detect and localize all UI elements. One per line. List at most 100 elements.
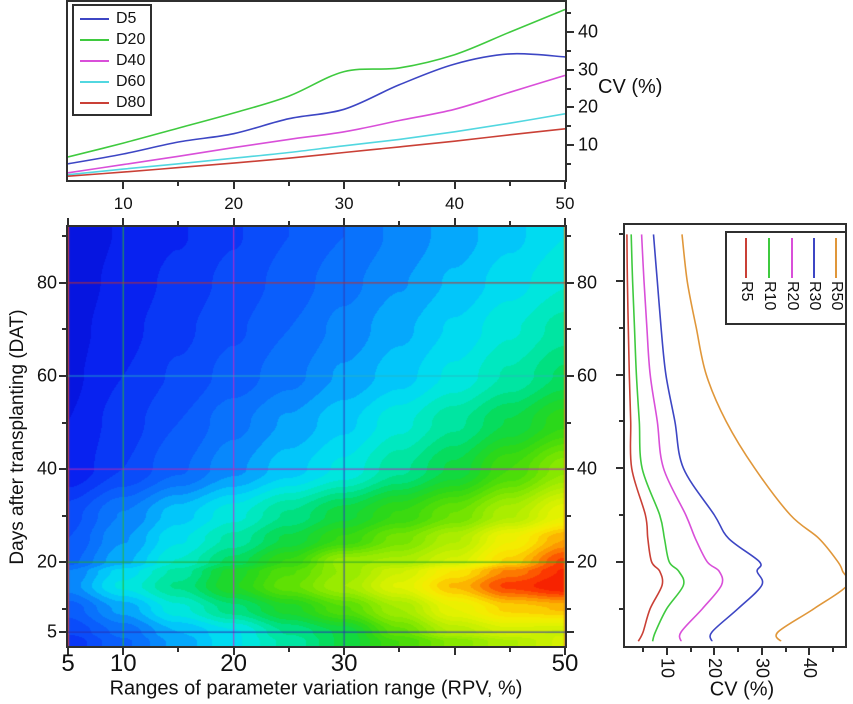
tick-label: 40: [578, 21, 599, 42]
axis-tick: [508, 182, 511, 186]
axis-tick: [398, 182, 401, 186]
legend-line-swatch: [768, 238, 770, 278]
series-line-D5: [68, 52, 565, 165]
axis-tick: [567, 561, 574, 564]
axis-tick: [564, 648, 566, 655]
main-y-axis-title: Days after transplanting (DAT): [7, 309, 28, 565]
legend-line-swatch: [791, 238, 793, 278]
axis-tick: [567, 421, 571, 424]
legend-label: R50: [828, 281, 845, 311]
axis-tick: [567, 631, 574, 634]
series-line-R50: [681, 234, 845, 642]
axis-tick: [59, 468, 66, 471]
legend-line-swatch: [80, 80, 109, 83]
axis-tick: [642, 648, 645, 652]
axis-tick: [453, 648, 456, 655]
axis-tick: [567, 87, 571, 90]
legend-line-swatch: [745, 238, 747, 278]
axis-tick: [398, 221, 401, 225]
axis-tick: [832, 648, 835, 652]
tick-label: 20: [224, 194, 244, 213]
tick-label: 30: [330, 650, 358, 677]
right-legend: R5 R10 R20 R30 R50: [725, 231, 847, 325]
axis-tick: [567, 514, 571, 517]
series-line-D20: [68, 8, 565, 158]
axis-tick: [287, 648, 290, 652]
tick-label: 60: [36, 365, 57, 386]
tick-label: 20: [577, 551, 598, 572]
legend-line-swatch: [835, 238, 837, 278]
legend-entry: D20: [80, 29, 150, 50]
axis-tick: [567, 468, 574, 471]
axis-tick: [567, 31, 574, 34]
axis-tick: [616, 560, 623, 563]
tick-label: 60: [577, 365, 598, 386]
legend-label: D5: [116, 9, 137, 27]
tick-label: 20: [220, 650, 248, 677]
legend-entry: R5: [735, 233, 757, 323]
legend-entry: R50: [825, 233, 847, 323]
axis-tick: [177, 648, 180, 652]
axis-tick: [564, 182, 566, 189]
axis-tick: [232, 648, 235, 655]
tick-label: 40: [445, 194, 465, 213]
axis-tick: [567, 106, 574, 109]
tick-label: 50: [551, 650, 579, 677]
axis-tick: [343, 648, 346, 655]
axis-tick: [62, 421, 66, 424]
legend-entry: D60: [80, 71, 150, 92]
axis-tick: [59, 374, 66, 377]
tick-label: 80: [577, 272, 598, 293]
axis-tick: [567, 68, 574, 71]
axis-tick: [567, 281, 574, 284]
axis-tick: [122, 182, 125, 189]
axis-tick: [619, 514, 623, 517]
axis-tick: [59, 561, 66, 564]
legend-line-swatch: [80, 38, 109, 41]
tick-label: 30: [334, 194, 354, 213]
legend-entry: D40: [80, 50, 150, 71]
axis-tick: [737, 648, 740, 652]
heatmap-canvas: [68, 227, 565, 646]
axis-tick: [713, 648, 716, 655]
tick-label: 40: [799, 658, 820, 679]
top-cv-vs-rpv-panel: D5 D20 D40 D60 D80: [66, 0, 567, 182]
axis-tick: [67, 648, 69, 655]
axis-tick: [453, 218, 456, 225]
series-line-R20: [640, 234, 724, 642]
axis-tick: [398, 648, 401, 652]
axis-tick: [808, 648, 811, 655]
axis-tick: [689, 648, 692, 652]
axis-tick: [784, 648, 787, 652]
axis-tick: [59, 281, 66, 284]
axis-tick: [567, 162, 571, 165]
legend-entry: R30: [803, 233, 825, 323]
heatmap-panel: [66, 225, 567, 648]
axis-tick: [177, 221, 180, 225]
top-legend: D5 D20 D40 D60 D80: [72, 4, 152, 116]
tick-label: 20: [36, 551, 57, 572]
axis-tick: [232, 218, 235, 225]
legend-label: R20: [784, 281, 801, 311]
right-x-axis-title: CV (%): [709, 678, 775, 701]
axis-tick: [62, 328, 66, 331]
right-lines-plot: [626, 234, 845, 642]
tick-label: 20: [578, 96, 599, 117]
legend-entry: D5: [80, 8, 150, 29]
tick-label: 20: [704, 658, 725, 679]
axis-tick: [616, 373, 623, 376]
axis-tick: [343, 218, 346, 225]
axis-tick: [122, 218, 125, 225]
tick-label: 5: [46, 621, 57, 642]
legend-label: R5: [738, 281, 755, 302]
axis-tick: [567, 12, 571, 15]
legend-line-swatch: [80, 101, 109, 104]
tick-label: 80: [36, 272, 57, 293]
axis-tick: [760, 648, 763, 655]
axis-tick: [62, 607, 66, 610]
tick-label: 10: [113, 194, 133, 213]
legend-line-swatch: [80, 17, 109, 20]
axis-tick: [67, 218, 69, 225]
legend-label: D60: [116, 72, 146, 90]
